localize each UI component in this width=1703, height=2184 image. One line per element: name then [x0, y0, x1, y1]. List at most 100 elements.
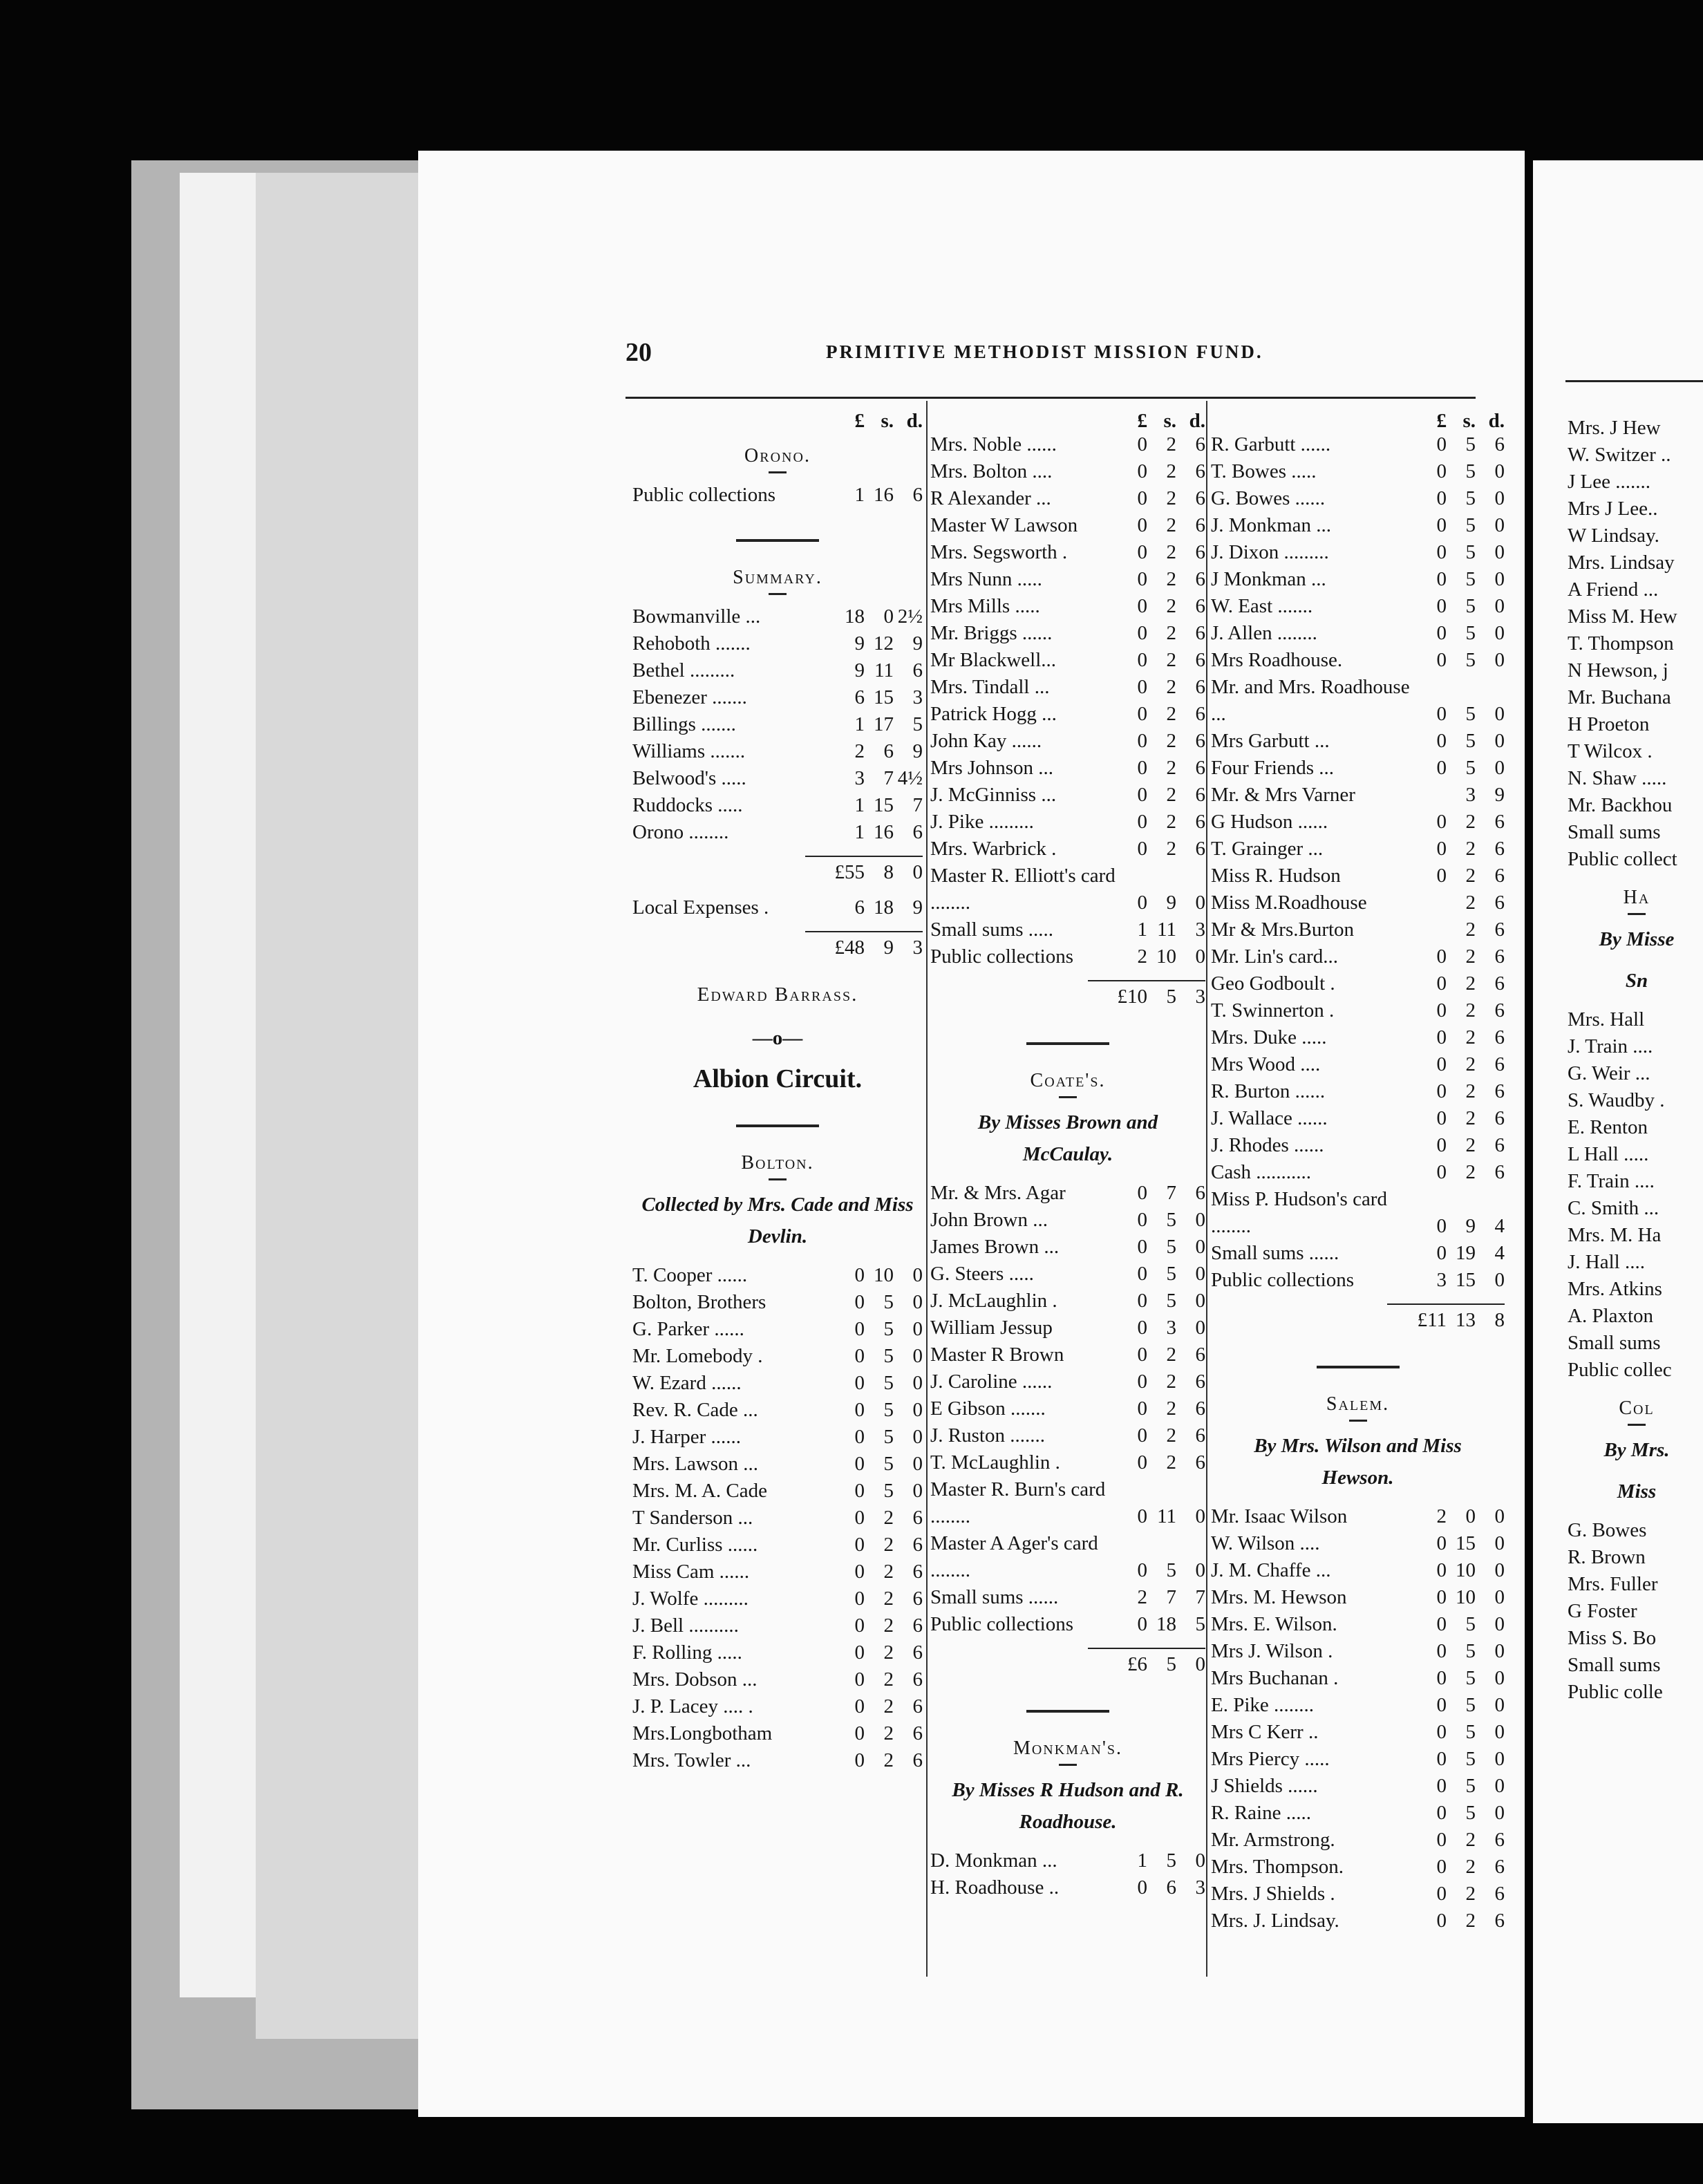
amount-s: 0 [883, 605, 894, 628]
column-head: £ s. d. [632, 411, 923, 431]
entry: F. Rolling ..... 0 2 6 [632, 1639, 923, 1666]
entry: Ruddocks ..... 1 15 7 [632, 792, 923, 819]
entry: Mrs. E. Wilson. 0 5 0 [1211, 1611, 1505, 1638]
entry: John Kay ...... 0 2 6 [930, 728, 1205, 755]
entry-name: T. Swinnerton . [1211, 999, 1335, 1022]
entry-name: N. Shaw ..... [1568, 767, 1667, 789]
amount-l: 0 [1137, 1876, 1148, 1899]
heading-dash [1628, 913, 1646, 915]
entry: G. Bowes [1568, 1517, 1703, 1544]
entry: Ebenezer ....... 6 15 3 [632, 684, 923, 711]
amount-s: 2 [1166, 460, 1177, 482]
entry-name: Mrs Wood .... [1211, 1053, 1321, 1075]
amount-s: 15 [874, 794, 894, 816]
amount-d: 0 [1494, 1802, 1505, 1824]
unit-label: £ [1436, 410, 1447, 432]
amount-d: 0 [912, 1291, 923, 1313]
amount-d: 6 [1494, 1107, 1505, 1129]
entry-name: Mrs Roadhouse. [1211, 649, 1343, 671]
collectors: By Mrs. Wilson and Miss Hewson. [1254, 1435, 1462, 1489]
entry-name: R. Garbutt ...... [1211, 433, 1331, 455]
amount-d: 6 [1494, 919, 1505, 941]
entry-name: Mrs. Thompson. [1211, 1856, 1344, 1878]
amount-l: 0 [1137, 1290, 1148, 1312]
entry: Rev. R. Cade ... 0 5 0 [632, 1397, 923, 1424]
entry: T. Thompson [1568, 630, 1703, 657]
unit-label: £ [1137, 410, 1148, 432]
amount-s: 2 [1465, 892, 1476, 914]
entry: Mrs Mills ..... 0 2 6 [930, 593, 1205, 620]
entry: J Lee ....... [1568, 469, 1703, 496]
amount-l: 0 [1436, 1613, 1447, 1635]
amount-d: 0 [1494, 622, 1505, 644]
entry-name: Ebenezer ....... [632, 686, 747, 708]
amount-s: 5 [1465, 568, 1476, 590]
collectors: By Mrs. [1603, 1439, 1670, 1461]
circuit-title: Albion Circuit. [693, 1064, 863, 1093]
amount-d: 6 [1494, 1883, 1505, 1905]
entry: Miss M.Roadhouse 2 6 [1211, 889, 1505, 916]
amount-s: 5 [1465, 1640, 1476, 1662]
entry: Mr. Isaac Wilson 2 0 0 [1211, 1503, 1505, 1530]
amount-d: 0 [1494, 1721, 1505, 1743]
amount-d: 7 [1195, 1586, 1206, 1608]
entry: Mrs. Duke ..... 0 2 6 [1211, 1024, 1505, 1051]
amount-s: 5 [1465, 1775, 1476, 1797]
entry: Miss R. Hudson 0 2 6 [1211, 863, 1505, 889]
entry-name: F. Rolling ..... [632, 1641, 742, 1664]
entry-name: Miss Cam ...... [632, 1561, 750, 1583]
entry: Mr. & Mrs. Agar 0 7 6 [930, 1180, 1205, 1207]
amount-d: 6 [1494, 892, 1505, 914]
amount-d: 6 [912, 1695, 923, 1717]
column-rule [926, 401, 928, 1977]
amount-d: 0 [1494, 1532, 1505, 1554]
amount-d: 6 [912, 484, 923, 506]
amount-s: 2 [1465, 1134, 1476, 1156]
entry: Mr. Briggs ...... 0 2 6 [930, 620, 1205, 647]
amount-l: 0 [1137, 1182, 1148, 1204]
entry-name: Bowmanville ... [632, 605, 761, 628]
amount-d: 6 [1195, 1397, 1206, 1420]
entry: C. Smith ... [1568, 1195, 1703, 1222]
amount-d: 0 [1195, 1209, 1206, 1231]
amount-l: 0 [1436, 1080, 1447, 1102]
amount-l: 1 [854, 821, 865, 843]
entry: Mrs Johnson ... 0 2 6 [930, 755, 1205, 782]
entry-name: H Proeton [1568, 713, 1650, 735]
amount-l: 0 [854, 1641, 865, 1664]
amount-l: 0 [1436, 1026, 1447, 1048]
amount-s: 2 [1166, 676, 1177, 698]
amount-d: 0 [1195, 1559, 1206, 1581]
entry-name: Mrs. Lawson ... [632, 1453, 759, 1475]
amount-s: 2 [1465, 999, 1476, 1022]
entry-name: Mrs Buchanan . [1211, 1667, 1339, 1689]
amount-l: 0 [1436, 1107, 1447, 1129]
amount-l: 3 [1436, 1269, 1447, 1291]
amount-l: 0 [1436, 487, 1447, 509]
amount-l: 0 [854, 1399, 865, 1421]
entry: T. Cooper ...... 0 10 0 [632, 1262, 923, 1289]
entry: G. Parker ...... 0 5 0 [632, 1316, 923, 1343]
total-d: 0 [1195, 1653, 1206, 1675]
entry-name: Mrs C Kerr .. [1211, 1721, 1319, 1743]
amount-s: 18 [1156, 1613, 1176, 1635]
total-s: 5 [1166, 1653, 1177, 1675]
entry-name: Mrs.Longbotham [632, 1722, 773, 1744]
total-l: £48 [834, 936, 865, 959]
entry-name: Mrs. Warbrick . [930, 838, 1057, 860]
amount-d: 0 [1195, 945, 1206, 968]
amount-l: 0 [1137, 595, 1148, 617]
entry-name: Mr. and Mrs. Roadhouse ... [1211, 676, 1410, 725]
entry: W Lindsay. [1568, 523, 1703, 549]
amount-s: 11 [1157, 919, 1176, 941]
amount-l: 0 [1137, 433, 1148, 455]
page-number: 20 [625, 338, 652, 367]
amount-l: 2 [1137, 945, 1148, 968]
amount-l: 0 [1436, 1802, 1447, 1824]
amount-s: 5 [1465, 730, 1476, 752]
amount-s: 9 [1465, 1215, 1476, 1237]
entry-name: G. Bowes [1568, 1519, 1647, 1541]
amount-d: 6 [1494, 1910, 1505, 1932]
amount-s: 18 [874, 896, 894, 919]
